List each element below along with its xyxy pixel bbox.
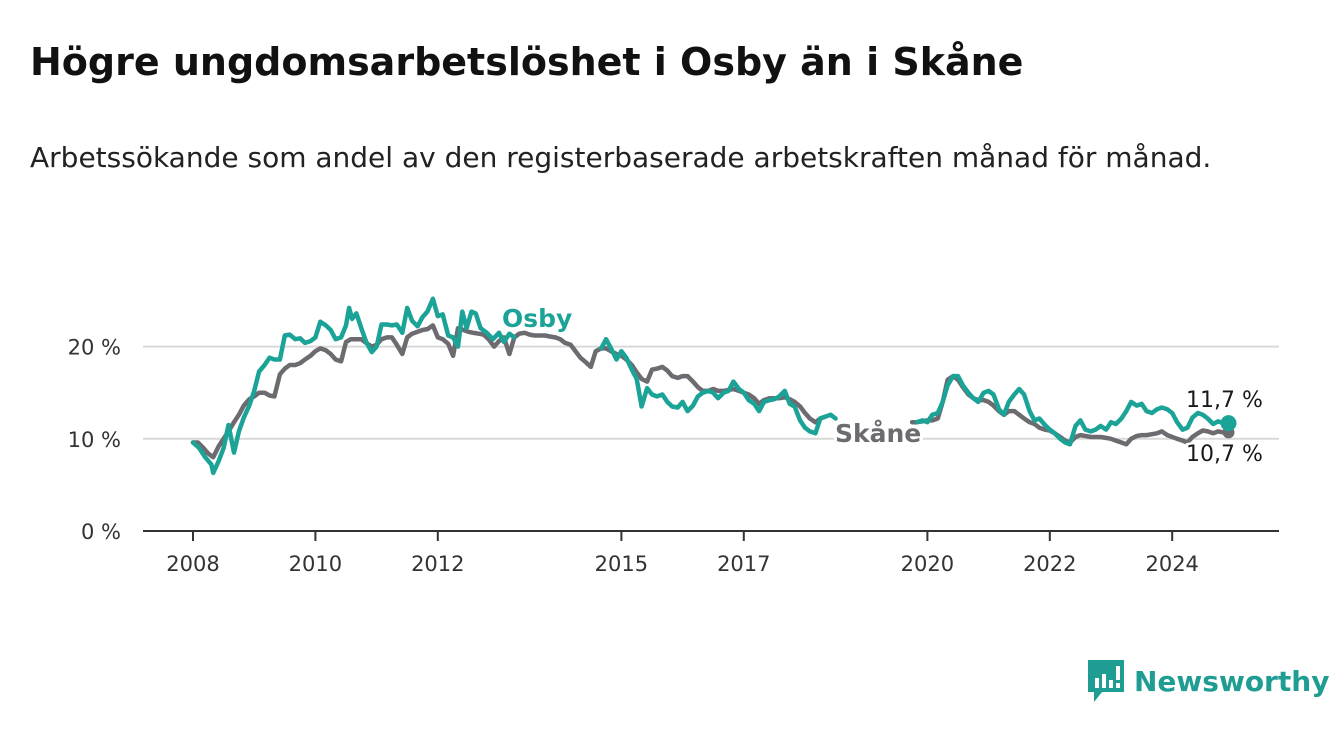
series-line-osby (914, 373, 1231, 447)
y-tick-label: 10 % (68, 428, 121, 452)
osby-end-marker (1220, 415, 1237, 432)
logo-text: Newsworthy (1134, 664, 1330, 698)
x-tick-label: 2022 (1023, 552, 1076, 576)
series-line-osby (598, 336, 838, 436)
series-line-skane (909, 373, 1231, 447)
y-tick-label: 20 % (68, 336, 121, 360)
newsworthy-logo: Newsworthy (1088, 660, 1329, 702)
end-value-label-osby: 11,7 % (1186, 388, 1263, 413)
series-line-skane (190, 323, 828, 460)
series-line-osby (190, 296, 517, 476)
x-tick-label: 2017 (717, 552, 770, 576)
page-title: Högre ungdomsarbetslöshet i Osby än i Sk… (30, 40, 1024, 84)
x-tick-label: 2024 (1145, 552, 1198, 576)
end-value-label-skane: 10,7 % (1186, 442, 1263, 467)
series-label-osby: Osby (502, 304, 572, 333)
x-axis: 2008 2010 2012 2015 2017 2020 2022 2024 (166, 531, 1199, 576)
y-axis: 0 % 10 % 20 % (68, 336, 121, 544)
x-tick-label: 2015 (595, 552, 648, 576)
x-tick-label: 2012 (411, 552, 464, 576)
x-tick-label: 2008 (166, 552, 219, 576)
series-label-skane: Skåne (835, 419, 921, 448)
series-lines (190, 296, 1231, 476)
series-labels: Osby Skåne 11,7 % 10,7 % (499, 301, 1265, 470)
chart-subtitle: Arbetssökande som andel av den registerb… (30, 141, 1212, 174)
x-tick-label: 2010 (289, 552, 342, 576)
newsworthy-logo-icon (1088, 660, 1124, 702)
x-tick-label: 2020 (901, 552, 954, 576)
y-tick-label: 0 % (81, 520, 121, 544)
